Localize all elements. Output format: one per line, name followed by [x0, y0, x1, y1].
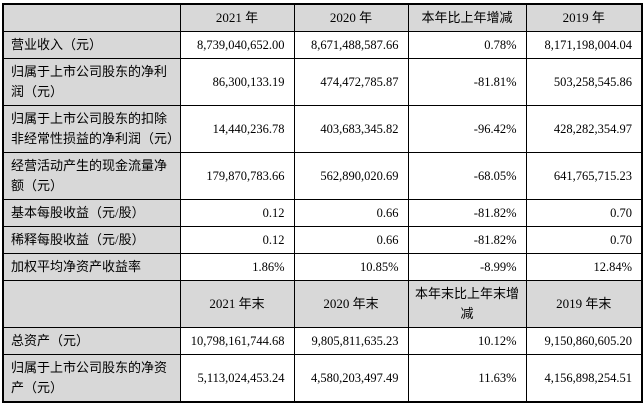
row-total-assets: 总资产（元） 10,798,161,744.68 9,805,811,635.2… — [2, 327, 643, 355]
value-2019: 0.70 — [525, 226, 643, 254]
value-2019: 641,765,715.23 — [525, 152, 643, 200]
value-2019: 503,258,545.86 — [525, 58, 643, 106]
col-header-yoy-change: 本年比上年增减 — [407, 3, 527, 32]
metric-label: 总资产（元） — [2, 327, 181, 355]
value-2021: 14,440,236.78 — [179, 105, 295, 153]
row-revenue: 营业收入（元） 8,739,040,652.00 8,671,488,587.6… — [2, 31, 643, 59]
value-2020: 474,472,785.87 — [293, 58, 409, 106]
col-header-2019-year-end: 2019 年末 — [525, 280, 643, 328]
value-2020: 8,671,488,587.66 — [293, 31, 409, 59]
value-2020: 4,580,203,497.49 — [293, 354, 409, 403]
value-yoy-change: -81.81% — [407, 58, 527, 106]
value-2021: 1.86% — [179, 253, 295, 281]
metric-label: 归属于上市公司股东的净资产（元） — [2, 354, 181, 403]
value-2020: 0.66 — [293, 199, 409, 227]
value-2020: 0.66 — [293, 226, 409, 254]
metric-label: 经营活动产生的现金流量净额（元） — [2, 152, 181, 200]
row-net-profit-excl-nonrecurring: 归属于上市公司股东的扣除非经常性损益的净利润（元） 14,440,236.78 … — [2, 105, 643, 153]
value-2019: 0.70 — [525, 199, 643, 227]
row-operating-cash-flow: 经营活动产生的现金流量净额（元） 179,870,783.66 562,890,… — [2, 152, 643, 200]
value-2019: 8,171,198,004.04 — [525, 31, 643, 59]
row-net-assets: 归属于上市公司股东的净资产（元） 5,113,024,453.24 4,580,… — [2, 354, 643, 403]
value-yoy-change: -81.82% — [407, 226, 527, 254]
value-2020: 403,683,345.82 — [293, 105, 409, 153]
value-yoy-change: 0.78% — [407, 31, 527, 59]
value-2020: 562,890,020.69 — [293, 152, 409, 200]
value-2019: 12.84% — [525, 253, 643, 281]
period-header-row-year-end: 2021 年末 2020 年末 本年末比上年末增减 2019 年末 — [2, 280, 643, 328]
row-basic-eps: 基本每股收益（元/股） 0.12 0.66 -81.82% 0.70 — [2, 199, 643, 227]
period-header-row-annual: 2021 年 2020 年 本年比上年增减 2019 年 — [2, 3, 643, 32]
value-yoy-change: -81.82% — [407, 199, 527, 227]
value-yoy-change: -8.99% — [407, 253, 527, 281]
metric-label: 基本每股收益（元/股） — [2, 199, 181, 227]
value-2021: 10,798,161,744.68 — [179, 327, 295, 355]
value-2020: 10.85% — [293, 253, 409, 281]
value-yoy-change: -68.05% — [407, 152, 527, 200]
corner-cell — [2, 3, 181, 32]
row-net-profit: 归属于上市公司股东的净利润（元） 86,300,133.19 474,472,7… — [2, 58, 643, 106]
metric-label: 加权平均净资产收益率 — [2, 253, 181, 281]
value-2019: 9,150,860,605.20 — [525, 327, 643, 355]
value-2021: 8,739,040,652.00 — [179, 31, 295, 59]
value-2021: 0.12 — [179, 226, 295, 254]
value-2021: 179,870,783.66 — [179, 152, 295, 200]
col-header-year-end-change: 本年末比上年末增减 — [407, 280, 527, 328]
value-2019: 4,156,898,254.51 — [525, 354, 643, 403]
col-header-2021: 2021 年 — [179, 3, 295, 32]
col-header-2020: 2020 年 — [293, 3, 409, 32]
value-2021: 0.12 — [179, 199, 295, 227]
corner-cell — [2, 280, 181, 328]
metric-label: 归属于上市公司股东的净利润（元） — [2, 58, 181, 106]
value-yoy-change: 10.12% — [407, 327, 527, 355]
financial-summary-table: 2021 年 2020 年 本年比上年增减 2019 年 营业收入（元） 8,7… — [2, 3, 643, 403]
value-2020: 9,805,811,635.23 — [293, 327, 409, 355]
col-header-2019: 2019 年 — [525, 3, 643, 32]
value-yoy-change: -96.42% — [407, 105, 527, 153]
value-2021: 86,300,133.19 — [179, 58, 295, 106]
metric-label: 稀释每股收益（元/股） — [2, 226, 181, 254]
col-header-2021-year-end: 2021 年末 — [179, 280, 295, 328]
value-2021: 5,113,024,453.24 — [179, 354, 295, 403]
col-header-2020-year-end: 2020 年末 — [293, 280, 409, 328]
value-2019: 428,282,354.97 — [525, 105, 643, 153]
row-weighted-avg-roe: 加权平均净资产收益率 1.86% 10.85% -8.99% 12.84% — [2, 253, 643, 281]
value-yoy-change: 11.63% — [407, 354, 527, 403]
metric-label: 营业收入（元） — [2, 31, 181, 59]
row-diluted-eps: 稀释每股收益（元/股） 0.12 0.66 -81.82% 0.70 — [2, 226, 643, 254]
metric-label: 归属于上市公司股东的扣除非经常性损益的净利润（元） — [2, 105, 181, 153]
